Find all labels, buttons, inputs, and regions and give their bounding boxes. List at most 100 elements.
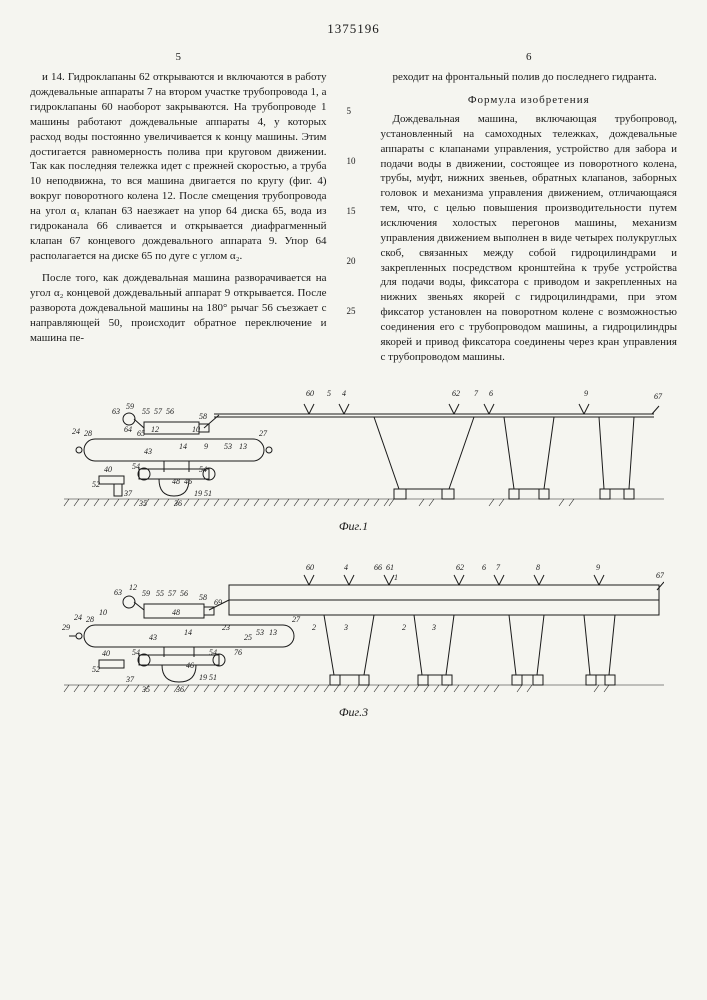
svg-text:3: 3	[343, 623, 348, 632]
svg-text:52: 52	[92, 480, 100, 489]
svg-text:69: 69	[214, 598, 222, 607]
svg-text:2: 2	[402, 623, 406, 632]
svg-text:59: 59	[142, 589, 150, 598]
svg-text:8: 8	[536, 563, 540, 572]
line-num-15: 15	[347, 205, 356, 217]
patent-number: 1375196	[30, 20, 677, 38]
svg-text:28: 28	[86, 615, 94, 624]
svg-text:9: 9	[204, 442, 208, 451]
svg-text:63: 63	[112, 407, 120, 416]
figure-3: 292428 10 6312 59555756 5869 48 405454 5…	[30, 560, 677, 720]
svg-text:27: 27	[292, 615, 301, 624]
svg-text:61: 61	[386, 563, 394, 572]
figure-3-svg: 292428 10 6312 59555756 5869 48 405454 5…	[44, 560, 664, 700]
svg-text:37: 37	[123, 489, 133, 498]
svg-text:54: 54	[209, 648, 217, 657]
svg-text:7: 7	[496, 563, 501, 572]
svg-text:56: 56	[180, 589, 188, 598]
svg-text:66: 66	[374, 563, 382, 572]
svg-text:76: 76	[234, 648, 242, 657]
svg-text:54: 54	[199, 465, 207, 474]
svg-text:51: 51	[209, 673, 217, 682]
svg-text:36: 36	[173, 499, 182, 508]
svg-text:43: 43	[149, 633, 157, 642]
svg-text:40: 40	[104, 465, 112, 474]
svg-text:43: 43	[144, 447, 152, 456]
svg-text:55: 55	[156, 589, 164, 598]
svg-text:24: 24	[74, 613, 82, 622]
svg-text:13: 13	[239, 442, 247, 451]
svg-text:35: 35	[141, 685, 150, 694]
svg-text:52: 52	[92, 665, 100, 674]
svg-text:12: 12	[129, 583, 137, 592]
svg-text:58: 58	[199, 412, 207, 421]
left-col-num: 5	[30, 50, 327, 65]
fig1-label: Фиг.1	[30, 518, 677, 534]
svg-text:60: 60	[306, 389, 314, 398]
svg-text:59: 59	[126, 402, 134, 411]
left-column: 5 и 14. Гидроклапаны 62 открываются и вк…	[30, 50, 327, 365]
svg-text:2: 2	[312, 623, 316, 632]
svg-text:62: 62	[452, 389, 460, 398]
svg-text:37: 37	[125, 675, 135, 684]
svg-text:67: 67	[656, 571, 664, 580]
svg-text:51: 51	[204, 489, 212, 498]
svg-text:40: 40	[102, 649, 110, 658]
formula-title: Формула изобретения	[381, 93, 678, 108]
svg-text:65: 65	[137, 429, 145, 438]
svg-text:24: 24	[72, 427, 80, 436]
svg-text:23: 23	[222, 623, 230, 632]
right-para-1: реходит на фронтальный полив до последне…	[381, 70, 678, 85]
svg-text:54: 54	[132, 462, 140, 471]
left-para-1: и 14. Гидроклапаны 62 открываются и вклю…	[30, 70, 327, 263]
svg-text:29: 29	[62, 623, 70, 632]
line-num-20: 20	[347, 255, 356, 267]
svg-text:19: 19	[194, 489, 202, 498]
svg-text:57: 57	[154, 407, 163, 416]
svg-text:9: 9	[584, 389, 588, 398]
svg-text:9: 9	[596, 563, 600, 572]
svg-text:7: 7	[474, 389, 479, 398]
svg-text:10: 10	[192, 425, 200, 434]
svg-text:60: 60	[306, 563, 314, 572]
svg-text:3: 3	[431, 623, 436, 632]
line-number-gutter: 5 10 15 20 25	[347, 50, 361, 365]
left-para-2: После того, как дождевальная машина разв…	[30, 271, 327, 345]
line-num-5: 5	[347, 105, 352, 117]
figure-1-svg: 2428 6359 555756 5812 6465 4054 4354 523…	[44, 384, 664, 514]
svg-text:46: 46	[186, 661, 194, 670]
svg-text:25: 25	[244, 633, 252, 642]
svg-text:67: 67	[654, 392, 663, 401]
text-columns: 5 и 14. Гидроклапаны 62 открываются и вк…	[30, 50, 677, 365]
figures-block: 2428 6359 555756 5812 6465 4054 4354 523…	[30, 384, 677, 719]
svg-text:35: 35	[138, 499, 147, 508]
right-column: 6 реходит на фронтальный полив до послед…	[381, 50, 678, 365]
fig3-label: Фиг.3	[30, 704, 677, 720]
svg-text:19: 19	[199, 673, 207, 682]
svg-text:6: 6	[482, 563, 486, 572]
svg-text:48: 48	[172, 608, 180, 617]
svg-text:36: 36	[175, 685, 184, 694]
svg-text:14: 14	[179, 442, 187, 451]
svg-text:53: 53	[256, 628, 264, 637]
svg-text:62: 62	[456, 563, 464, 572]
svg-text:64: 64	[124, 425, 132, 434]
svg-text:10: 10	[99, 608, 107, 617]
svg-text:63: 63	[114, 588, 122, 597]
right-para-2: Дождевальная машина, включающая трубопро…	[381, 112, 678, 364]
svg-text:6: 6	[489, 389, 493, 398]
svg-text:27: 27	[259, 429, 268, 438]
line-num-10: 10	[347, 155, 356, 167]
svg-text:28: 28	[84, 429, 92, 438]
svg-text:53: 53	[224, 442, 232, 451]
line-num-25: 25	[347, 305, 356, 317]
svg-text:48: 48	[172, 477, 180, 486]
svg-text:55: 55	[142, 407, 150, 416]
svg-text:56: 56	[166, 407, 174, 416]
right-col-num: 6	[381, 50, 678, 65]
svg-text:54: 54	[132, 648, 140, 657]
svg-text:46: 46	[184, 477, 192, 486]
svg-text:12: 12	[151, 425, 159, 434]
svg-text:5: 5	[327, 389, 331, 398]
svg-text:4: 4	[342, 389, 346, 398]
